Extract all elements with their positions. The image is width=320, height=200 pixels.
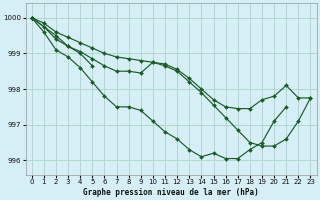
X-axis label: Graphe pression niveau de la mer (hPa): Graphe pression niveau de la mer (hPa) <box>83 188 259 197</box>
